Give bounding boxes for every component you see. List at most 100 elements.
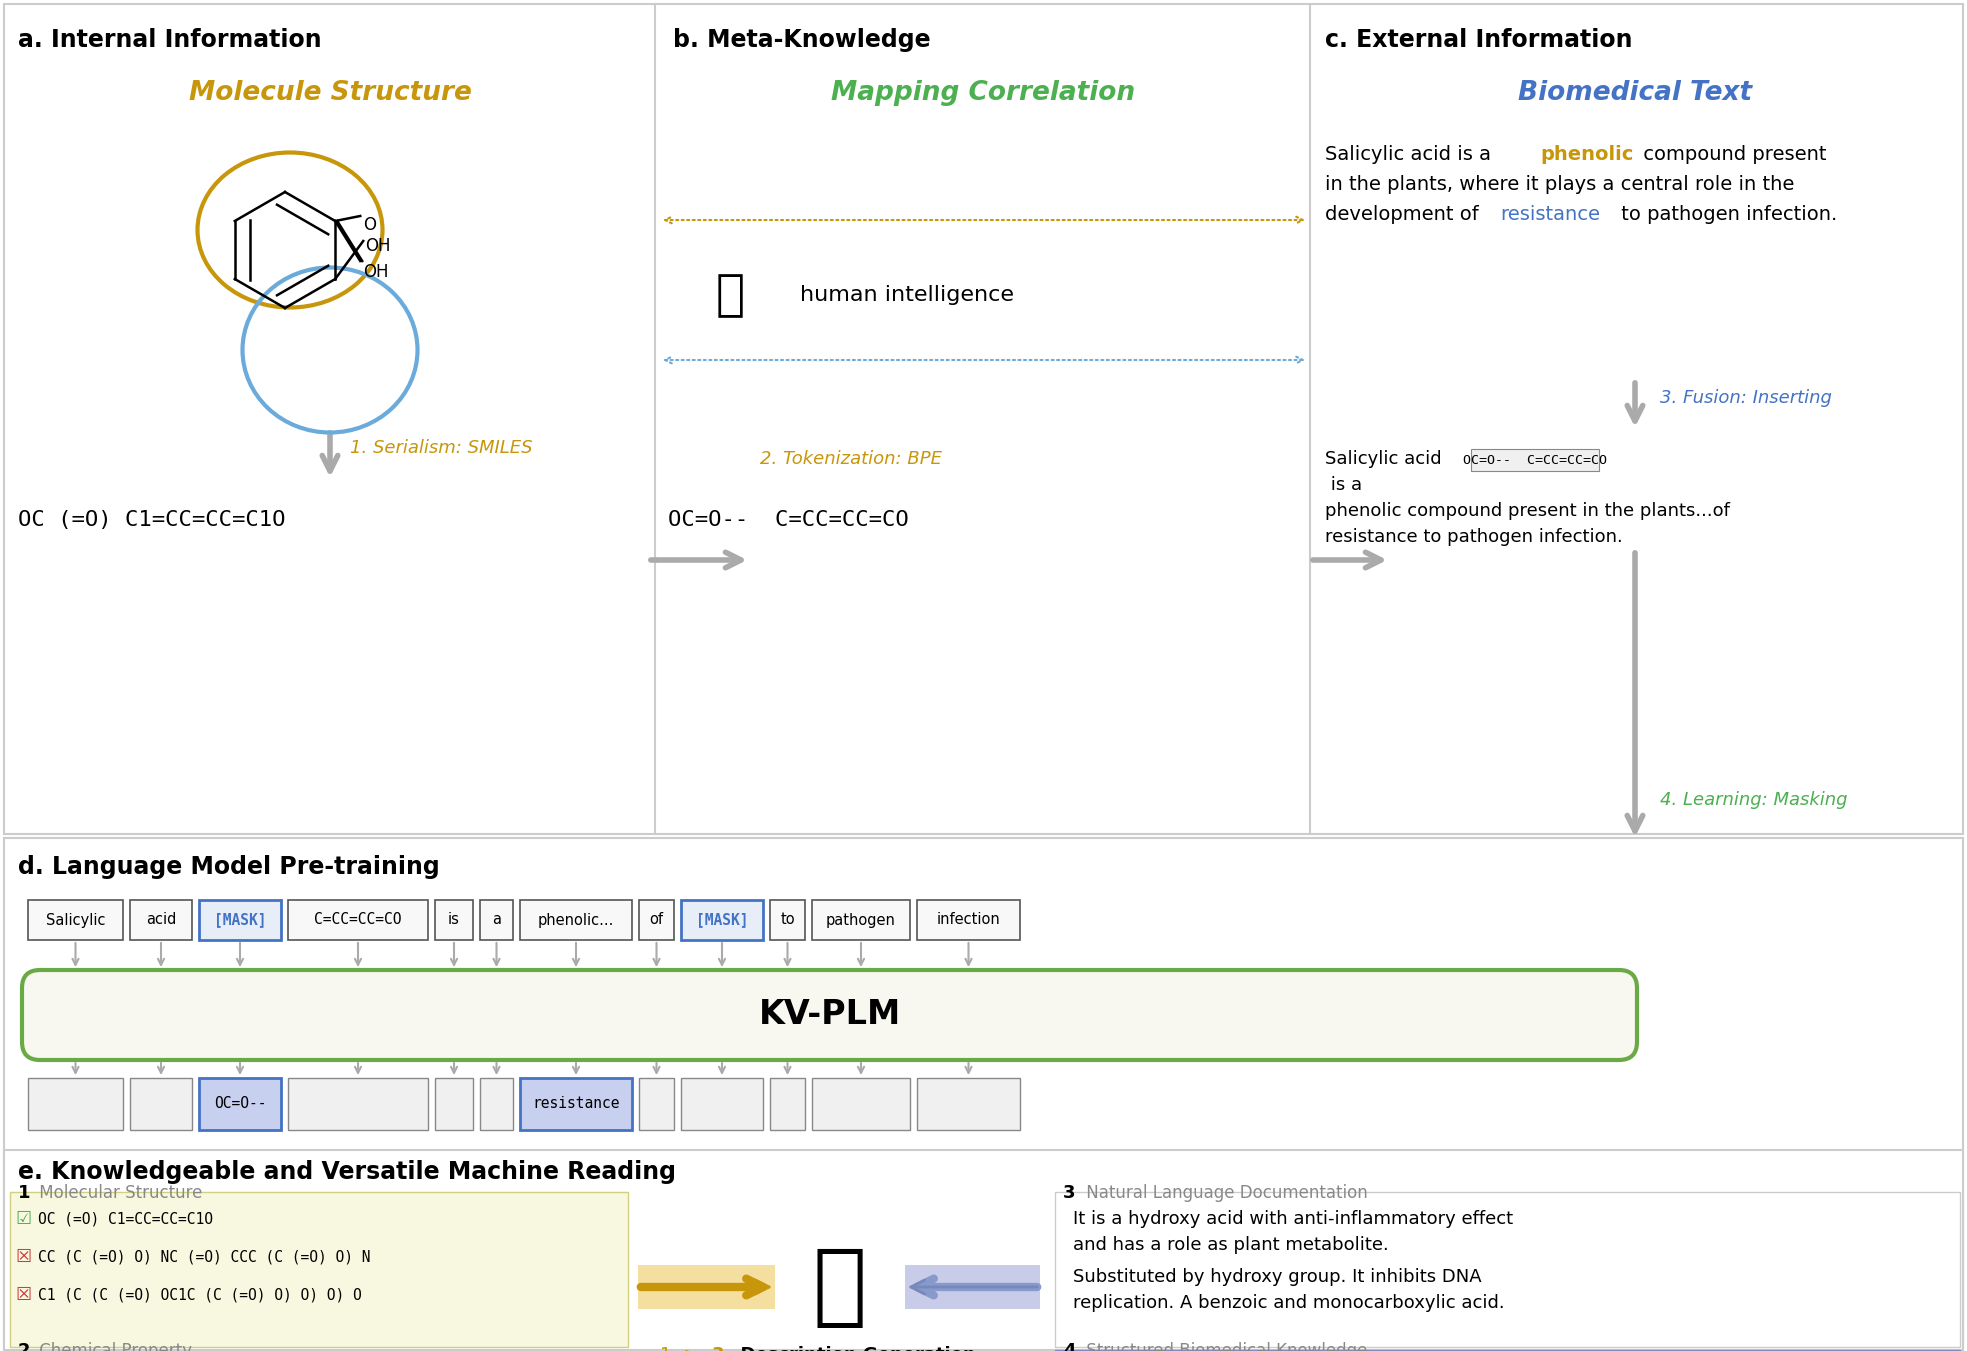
Text: c. External Information: c. External Information <box>1326 28 1633 51</box>
Text: KV-PLM: KV-PLM <box>759 998 901 1032</box>
Text: pathogen: pathogen <box>826 912 895 928</box>
Bar <box>199 1078 281 1129</box>
Text: 4. Learning: Masking: 4. Learning: Masking <box>1660 790 1847 809</box>
Bar <box>519 900 631 940</box>
Text: Chemical Property: Chemical Property <box>33 1342 193 1351</box>
Text: Molecular Structure: Molecular Structure <box>33 1183 203 1202</box>
Text: resistance: resistance <box>1501 205 1599 224</box>
Text: a. Internal Information: a. Internal Information <box>18 28 323 51</box>
FancyBboxPatch shape <box>22 970 1637 1061</box>
Text: 3: 3 <box>1062 1183 1076 1202</box>
Text: Mapping Correlation: Mapping Correlation <box>830 80 1135 105</box>
Text: d. Language Model Pre-training: d. Language Model Pre-training <box>18 855 441 880</box>
Bar <box>4 4 1963 834</box>
Text: OC (=O) C1=CC=CC=C1O: OC (=O) C1=CC=CC=C1O <box>37 1212 212 1227</box>
Text: in the plants, where it plays a central role in the: in the plants, where it plays a central … <box>1326 176 1794 195</box>
Bar <box>639 1078 675 1129</box>
Text: 3: 3 <box>712 1346 724 1351</box>
Text: Salicylic acid: Salicylic acid <box>1326 450 1448 467</box>
Bar <box>199 900 281 940</box>
Bar <box>812 900 911 940</box>
Text: to: to <box>781 912 795 928</box>
Text: OC (=O) C1=CC=CC=C1O: OC (=O) C1=CC=CC=C1O <box>18 509 285 530</box>
Text: 🤖: 🤖 <box>812 1243 867 1331</box>
Bar <box>480 1078 513 1129</box>
Text: OC=O--  C=CC=CC=CO: OC=O-- C=CC=CC=CO <box>669 509 909 530</box>
Text: of: of <box>649 912 663 928</box>
Text: C=CC=CC=CO: C=CC=CC=CO <box>315 912 401 928</box>
Text: Salicylic acid is a: Salicylic acid is a <box>1326 145 1497 163</box>
Text: resistance to pathogen infection.: resistance to pathogen infection. <box>1326 528 1623 546</box>
Text: phenolic...: phenolic... <box>537 912 614 928</box>
Text: ☒: ☒ <box>16 1248 31 1266</box>
Text: 1 ->: 1 -> <box>661 1346 698 1351</box>
Text: 1: 1 <box>18 1183 31 1202</box>
Text: infection: infection <box>936 912 1001 928</box>
Bar <box>905 1265 1041 1309</box>
Text: Molecule Structure: Molecule Structure <box>189 80 472 105</box>
Text: ☑: ☑ <box>16 1210 31 1228</box>
Bar <box>480 900 513 940</box>
Text: [MASK]: [MASK] <box>696 912 747 928</box>
Text: is a: is a <box>1326 476 1361 494</box>
Text: Natural Language Documentation: Natural Language Documentation <box>1082 1183 1367 1202</box>
Text: and has a role as plant metabolite.: and has a role as plant metabolite. <box>1074 1236 1389 1254</box>
Text: [MASK]: [MASK] <box>214 912 266 928</box>
Text: compound present: compound present <box>1637 145 1827 163</box>
Text: Description Generation: Description Generation <box>728 1346 976 1351</box>
Bar <box>769 1078 805 1129</box>
Text: CC (C (=O) O) NC (=O) CCC (C (=O) O) N: CC (C (=O) O) NC (=O) CCC (C (=O) O) N <box>37 1250 370 1265</box>
Bar <box>681 900 763 940</box>
Text: is: is <box>448 912 460 928</box>
Text: Structured Biomedical Knowledge: Structured Biomedical Knowledge <box>1082 1342 1367 1351</box>
Bar <box>4 838 1963 1323</box>
Text: phenolic: phenolic <box>1540 145 1633 163</box>
Text: b. Meta-Knowledge: b. Meta-Knowledge <box>673 28 930 51</box>
Text: 2: 2 <box>18 1342 31 1351</box>
Bar <box>4 1150 1963 1350</box>
Text: 🧠: 🧠 <box>716 272 745 319</box>
Text: OC=O--: OC=O-- <box>214 1097 266 1112</box>
Text: 3. Fusion: Inserting: 3. Fusion: Inserting <box>1660 389 1831 407</box>
Bar <box>435 1078 472 1129</box>
Text: resistance: resistance <box>533 1097 620 1112</box>
Text: It is a hydroxy acid with anti-inflammatory effect: It is a hydroxy acid with anti-inflammat… <box>1074 1210 1513 1228</box>
Bar <box>917 1078 1021 1129</box>
Bar <box>287 1078 429 1129</box>
Text: 1. Serialism: SMILES: 1. Serialism: SMILES <box>350 439 533 457</box>
Text: replication. A benzoic and monocarboxylic acid.: replication. A benzoic and monocarboxyli… <box>1074 1294 1505 1312</box>
Bar <box>812 1078 911 1129</box>
Text: OH: OH <box>364 263 389 281</box>
Bar <box>287 900 429 940</box>
Bar <box>917 900 1021 940</box>
Bar <box>637 1265 775 1309</box>
Bar <box>130 1078 193 1129</box>
Text: 4: 4 <box>1062 1342 1076 1351</box>
Bar <box>130 900 193 940</box>
Text: phenolic compound present in the plants...of: phenolic compound present in the plants.… <box>1326 503 1729 520</box>
Bar <box>681 1078 763 1129</box>
Bar <box>1471 449 1599 471</box>
Bar <box>28 900 124 940</box>
Text: 2. Tokenization: BPE: 2. Tokenization: BPE <box>759 450 942 467</box>
Text: a: a <box>492 912 502 928</box>
Text: e. Knowledgeable and Versatile Machine Reading: e. Knowledgeable and Versatile Machine R… <box>18 1161 677 1183</box>
Text: acid: acid <box>146 912 177 928</box>
Text: Biomedical Text: Biomedical Text <box>1519 80 1753 105</box>
Text: Salicylic: Salicylic <box>45 912 106 928</box>
Bar <box>435 900 472 940</box>
Text: ☒: ☒ <box>16 1286 31 1304</box>
Text: Substituted by hydroxy group. It inhibits DNA: Substituted by hydroxy group. It inhibit… <box>1074 1269 1481 1286</box>
Bar <box>28 1078 124 1129</box>
Text: C1 (C (C (=O) OC1C (C (=O) O) O) O) O: C1 (C (C (=O) OC1C (C (=O) O) O) O) O <box>37 1288 362 1302</box>
Text: O: O <box>364 216 376 234</box>
Bar <box>1054 1192 1959 1347</box>
Text: to pathogen infection.: to pathogen infection. <box>1615 205 1837 224</box>
Bar <box>769 900 805 940</box>
Text: human intelligence: human intelligence <box>801 285 1015 305</box>
Bar <box>519 1078 631 1129</box>
Text: OC=O--  C=CC=CC=CO: OC=O-- C=CC=CC=CO <box>1463 454 1607 466</box>
Bar <box>10 1192 627 1347</box>
Text: development of: development of <box>1326 205 1485 224</box>
Bar <box>639 900 675 940</box>
